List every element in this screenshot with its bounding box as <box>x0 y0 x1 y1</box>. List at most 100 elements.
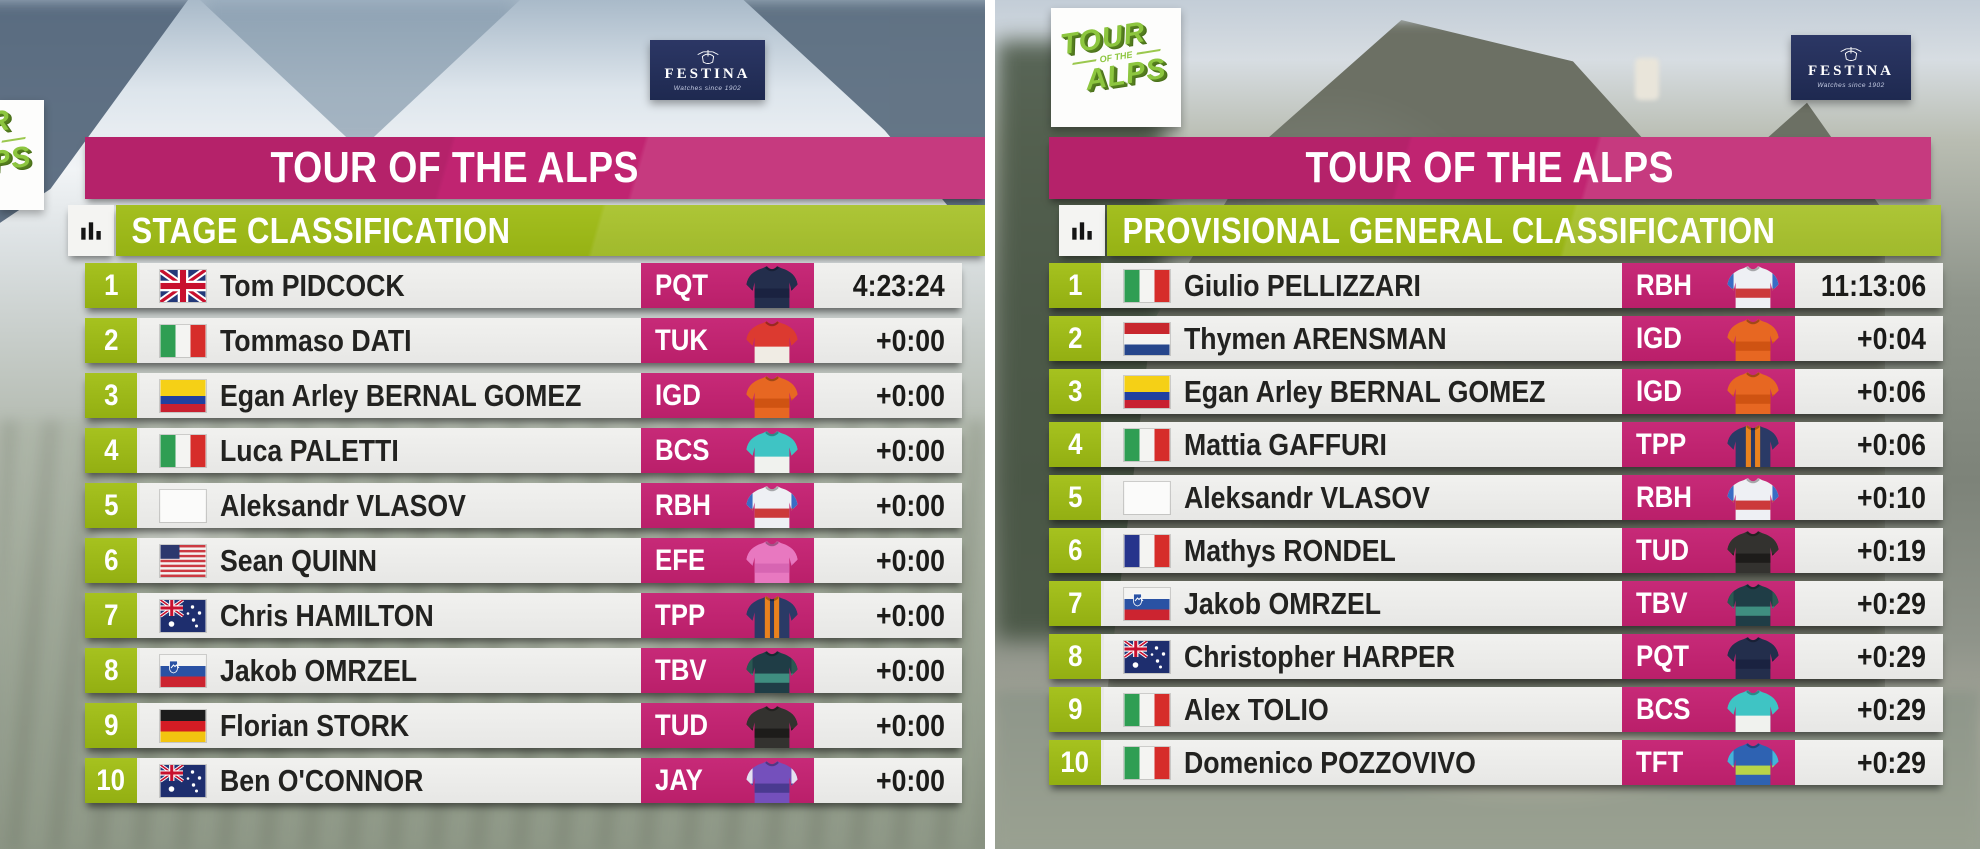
team-code: RBH <box>1636 480 1692 514</box>
rider-name: Tommaso DATI <box>220 322 412 358</box>
team-cell: TPP <box>641 593 814 638</box>
time-cell: +0:00 <box>814 758 962 803</box>
festina-logo: FESTINA Watches since 1902 <box>1791 35 1911 100</box>
rider-name: Jakob OMRZEL <box>220 652 418 688</box>
table-row: 9 Alex TOLIO BCS +0:29 <box>1049 687 1943 732</box>
team-jersey-icon <box>733 703 811 748</box>
time-cell: +0:00 <box>814 648 962 693</box>
classification-table: 1 Giulio PELLIZZARI RBH 11:13:06 2 Thyme… <box>1049 263 1943 785</box>
festina-logo: FESTINA Watches since 1902 <box>650 40 765 100</box>
rank-number: 10 <box>96 763 126 797</box>
classification-bar: STAGE CLASSIFICATION <box>116 205 985 256</box>
flag-si-icon <box>160 654 206 687</box>
race-logo-box: TOUR OF THE ALPS <box>1051 8 1181 127</box>
rider-cell: Egan Arley BERNAL GOMEZ <box>1104 369 1622 414</box>
team-jersey-icon <box>733 483 811 528</box>
rank-number: 5 <box>103 488 119 522</box>
time-value: +0:06 <box>1856 373 1926 409</box>
time-cell: +0:00 <box>814 483 962 528</box>
time-value: +0:00 <box>875 597 945 633</box>
rider-cell: Chris HAMILTON <box>140 593 641 638</box>
rank-number: 1 <box>103 268 119 302</box>
team-jersey-icon <box>733 428 811 473</box>
rider-cell: Ben O'CONNOR <box>140 758 641 803</box>
team-cell: TBV <box>641 648 814 693</box>
rider-name: Sean QUINN <box>220 542 378 578</box>
team-code: BCS <box>1636 692 1691 726</box>
rider-name: Alex TOLIO <box>1184 691 1329 727</box>
time-value: +0:00 <box>875 487 945 523</box>
time-cell: +0:19 <box>1795 528 1943 573</box>
rider-cell: Florian STORK <box>140 703 641 748</box>
rank-number: 9 <box>1067 692 1083 726</box>
table-row: 4 Mattia GAFFURI TPP +0:06 <box>1049 422 1943 467</box>
time-cell: 11:13:06 <box>1795 263 1943 308</box>
table-row: 5 Aleksandr VLASOV RBH +0:10 <box>1049 475 1943 520</box>
flag-it-icon <box>1124 428 1170 461</box>
team-code: PQT <box>1636 639 1690 673</box>
time-value: +0:00 <box>875 542 945 578</box>
tour-of-the-alps-logo: TOUR OF THE ALPS <box>1058 16 1169 97</box>
team-code: TBV <box>1636 586 1688 620</box>
team-jersey-icon <box>733 373 811 418</box>
rank-cell: 7 <box>85 593 140 638</box>
rank-cell: 1 <box>1049 263 1104 308</box>
table-row: 3 Egan Arley BERNAL GOMEZ IGD +0:06 <box>1049 369 1943 414</box>
flag-it-icon <box>160 324 206 357</box>
flag-si-icon <box>1124 587 1170 620</box>
rank-cell: 9 <box>85 703 140 748</box>
team-jersey-icon <box>1714 263 1792 308</box>
rider-name: Egan Arley BERNAL GOMEZ <box>220 377 582 413</box>
time-cell: +0:04 <box>1795 316 1943 361</box>
time-value: +0:10 <box>1856 479 1926 515</box>
table-row: 2 Tommaso DATI TUK +0:00 <box>85 318 962 363</box>
rider-name: Mattia GAFFURI <box>1184 426 1387 462</box>
team-cell: IGD <box>641 373 814 418</box>
festina-tagline: Watches since 1902 <box>1817 82 1885 89</box>
rider-cell: Domenico POZZOVIVO <box>1104 740 1622 785</box>
rank-number: 8 <box>103 653 119 687</box>
team-jersey-icon <box>1714 687 1792 732</box>
team-jersey-icon <box>1714 581 1792 626</box>
flag-co-icon <box>1124 375 1170 408</box>
rider-name: Florian STORK <box>220 707 410 743</box>
rank-number: 4 <box>103 433 119 467</box>
rank-number: 6 <box>1067 533 1083 567</box>
flag-au-icon <box>160 764 206 797</box>
time-value: +0:06 <box>1856 426 1926 462</box>
rider-name: Chris HAMILTON <box>220 597 434 633</box>
rider-name: Ben O'CONNOR <box>220 762 424 798</box>
team-code: EFE <box>655 543 706 577</box>
rider-cell: Mattia GAFFURI <box>1104 422 1622 467</box>
time-cell: +0:10 <box>1795 475 1943 520</box>
time-cell: +0:00 <box>814 373 962 418</box>
flag-it-icon <box>160 434 206 467</box>
race-title: TOUR OF THE ALPS <box>270 143 640 192</box>
time-value: 11:13:06 <box>1820 267 1926 303</box>
rider-name: Giulio PELLIZZARI <box>1184 267 1421 303</box>
rider-name: Tom PIDCOCK <box>220 267 405 303</box>
festina-tagline: Watches since 1902 <box>673 84 742 92</box>
team-jersey-icon <box>733 758 811 803</box>
rank-cell: 5 <box>85 483 140 528</box>
rank-cell: 9 <box>1049 687 1104 732</box>
table-row: 3 Egan Arley BERNAL GOMEZ IGD +0:00 <box>85 373 962 418</box>
time-value: +0:00 <box>875 432 945 468</box>
rank-number: 1 <box>1067 268 1083 302</box>
rank-number: 8 <box>1067 639 1083 673</box>
flag-au-icon <box>1124 640 1170 673</box>
race-title-bar: TOUR OF THE ALPS <box>1049 137 1931 199</box>
time-value: +0:29 <box>1856 691 1926 727</box>
team-code: TPP <box>1636 427 1687 461</box>
time-cell: +0:29 <box>1795 581 1943 626</box>
time-value: +0:04 <box>1856 320 1926 356</box>
team-cell: TPP <box>1622 422 1795 467</box>
flag-it-icon <box>1124 269 1170 302</box>
team-jersey-icon <box>1714 369 1792 414</box>
general-classification-panel: TOUR OF THE ALPS FESTINA Watches since 1… <box>995 0 1980 849</box>
rank-cell: 8 <box>85 648 140 693</box>
team-code: TPP <box>655 598 706 632</box>
team-cell: TFT <box>1622 740 1795 785</box>
team-code: JAY <box>655 763 703 797</box>
time-value: +0:19 <box>1856 532 1926 568</box>
